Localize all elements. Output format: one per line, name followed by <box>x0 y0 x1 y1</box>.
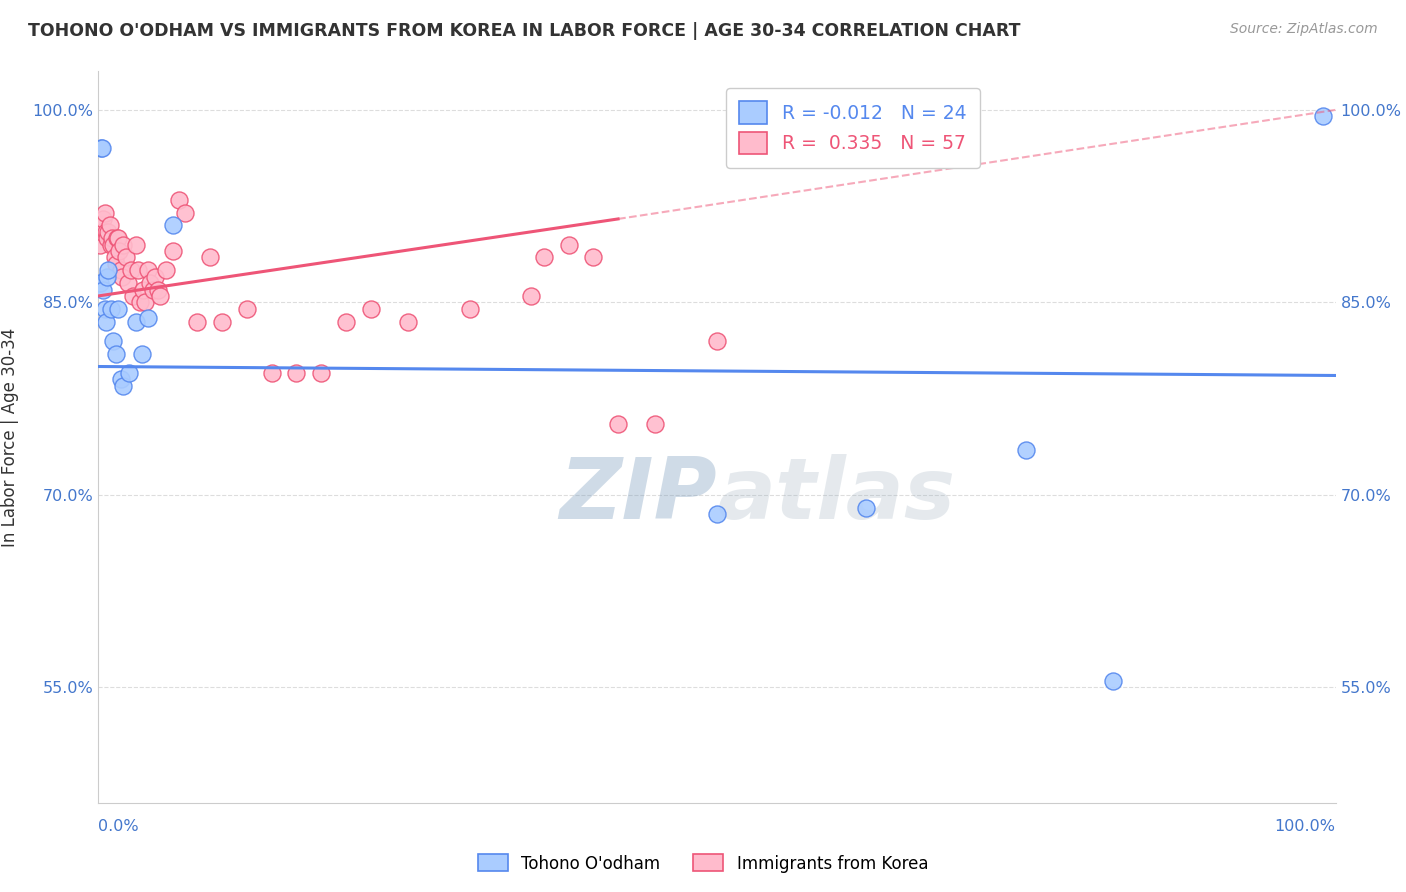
Point <box>104 257 127 271</box>
Point <box>103 251 125 265</box>
Point <box>149 289 172 303</box>
Point <box>607 417 630 432</box>
Point <box>198 251 221 265</box>
Point <box>533 251 555 265</box>
Text: atlas: atlas <box>717 454 955 537</box>
Point <box>100 237 122 252</box>
Point <box>360 301 382 316</box>
Point <box>124 315 146 329</box>
Point <box>93 211 115 226</box>
Point <box>1015 442 1038 457</box>
Point <box>103 237 125 252</box>
Point <box>127 263 149 277</box>
Point <box>91 225 114 239</box>
Point <box>94 315 117 329</box>
Point <box>94 225 117 239</box>
Point <box>93 205 115 219</box>
Point <box>285 366 308 380</box>
Text: 0.0%: 0.0% <box>98 819 139 834</box>
Point <box>107 231 129 245</box>
Point <box>96 269 118 284</box>
Point <box>557 237 579 252</box>
Point <box>103 334 125 348</box>
Point <box>132 283 155 297</box>
Text: Source: ZipAtlas.com: Source: ZipAtlas.com <box>1230 22 1378 37</box>
Text: 100.0%: 100.0% <box>1275 819 1336 834</box>
Point <box>1312 109 1334 123</box>
Point <box>167 193 190 207</box>
Point <box>146 283 169 297</box>
Point <box>335 315 357 329</box>
Point <box>112 378 135 392</box>
Y-axis label: In Labor Force | Age 30-34: In Labor Force | Age 30-34 <box>0 327 18 547</box>
Point <box>112 237 135 252</box>
Point <box>131 346 153 360</box>
Point <box>396 315 419 329</box>
Point <box>155 263 177 277</box>
Point <box>129 295 152 310</box>
Point <box>582 251 605 265</box>
Point <box>117 276 139 290</box>
Point <box>124 237 146 252</box>
Point <box>97 263 120 277</box>
Point <box>142 283 165 297</box>
Point <box>90 219 112 233</box>
Point <box>143 269 166 284</box>
Point <box>136 310 159 325</box>
Point <box>93 301 115 316</box>
Point <box>118 366 141 380</box>
Point <box>211 315 233 329</box>
Text: ZIP: ZIP <box>560 454 717 537</box>
Legend: R = -0.012   N = 24, R =  0.335   N = 57: R = -0.012 N = 24, R = 0.335 N = 57 <box>725 88 980 168</box>
Point <box>108 244 131 258</box>
Point <box>97 225 120 239</box>
Point <box>93 283 115 297</box>
Point <box>458 301 481 316</box>
Point <box>260 366 283 380</box>
Point <box>174 205 197 219</box>
Point <box>139 276 162 290</box>
Point <box>105 231 128 245</box>
Point <box>309 366 332 380</box>
Point <box>89 276 111 290</box>
Legend: Tohono O'odham, Immigrants from Korea: Tohono O'odham, Immigrants from Korea <box>471 847 935 880</box>
Point <box>644 417 666 432</box>
Point <box>186 315 208 329</box>
Point <box>1102 673 1125 688</box>
Point <box>104 346 127 360</box>
Point <box>101 231 124 245</box>
Point <box>110 263 132 277</box>
Point <box>89 237 111 252</box>
Point <box>98 219 121 233</box>
Point <box>120 263 142 277</box>
Point <box>134 295 156 310</box>
Point <box>107 301 129 316</box>
Point <box>122 289 145 303</box>
Point <box>111 269 134 284</box>
Point <box>110 372 132 386</box>
Point <box>162 219 184 233</box>
Point <box>136 263 159 277</box>
Point <box>706 334 728 348</box>
Point <box>90 141 112 155</box>
Point <box>855 500 877 515</box>
Point <box>236 301 259 316</box>
Point <box>114 251 136 265</box>
Point <box>162 244 184 258</box>
Point <box>96 231 118 245</box>
Point <box>100 301 122 316</box>
Point <box>706 507 728 521</box>
Point <box>520 289 543 303</box>
Point <box>91 141 114 155</box>
Text: TOHONO O'ODHAM VS IMMIGRANTS FROM KOREA IN LABOR FORCE | AGE 30-34 CORRELATION C: TOHONO O'ODHAM VS IMMIGRANTS FROM KOREA … <box>28 22 1021 40</box>
